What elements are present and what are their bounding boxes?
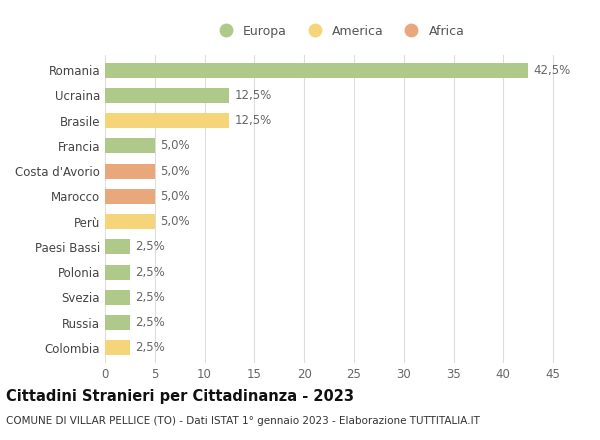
- Bar: [105, 340, 130, 356]
- Bar: [105, 315, 130, 330]
- Text: 42,5%: 42,5%: [533, 64, 571, 77]
- Text: 2,5%: 2,5%: [135, 341, 164, 354]
- Bar: [105, 62, 528, 78]
- Text: 5,0%: 5,0%: [160, 215, 190, 228]
- Bar: [105, 239, 130, 254]
- Legend: Europa, America, Africa: Europa, America, Africa: [208, 20, 470, 43]
- Text: Cittadini Stranieri per Cittadinanza - 2023: Cittadini Stranieri per Cittadinanza - 2…: [6, 389, 354, 404]
- Text: 12,5%: 12,5%: [235, 89, 272, 102]
- Bar: [105, 290, 130, 305]
- Bar: [105, 88, 229, 103]
- Bar: [105, 113, 229, 128]
- Text: 2,5%: 2,5%: [135, 240, 164, 253]
- Text: 2,5%: 2,5%: [135, 266, 164, 279]
- Text: 2,5%: 2,5%: [135, 291, 164, 304]
- Text: 5,0%: 5,0%: [160, 165, 190, 178]
- Bar: [105, 189, 155, 204]
- Bar: [105, 138, 155, 154]
- Text: 5,0%: 5,0%: [160, 139, 190, 152]
- Bar: [105, 164, 155, 179]
- Text: 5,0%: 5,0%: [160, 190, 190, 203]
- Text: 12,5%: 12,5%: [235, 114, 272, 127]
- Text: COMUNE DI VILLAR PELLICE (TO) - Dati ISTAT 1° gennaio 2023 - Elaborazione TUTTIT: COMUNE DI VILLAR PELLICE (TO) - Dati IST…: [6, 416, 480, 426]
- Bar: [105, 264, 130, 280]
- Text: 2,5%: 2,5%: [135, 316, 164, 329]
- Bar: [105, 214, 155, 229]
